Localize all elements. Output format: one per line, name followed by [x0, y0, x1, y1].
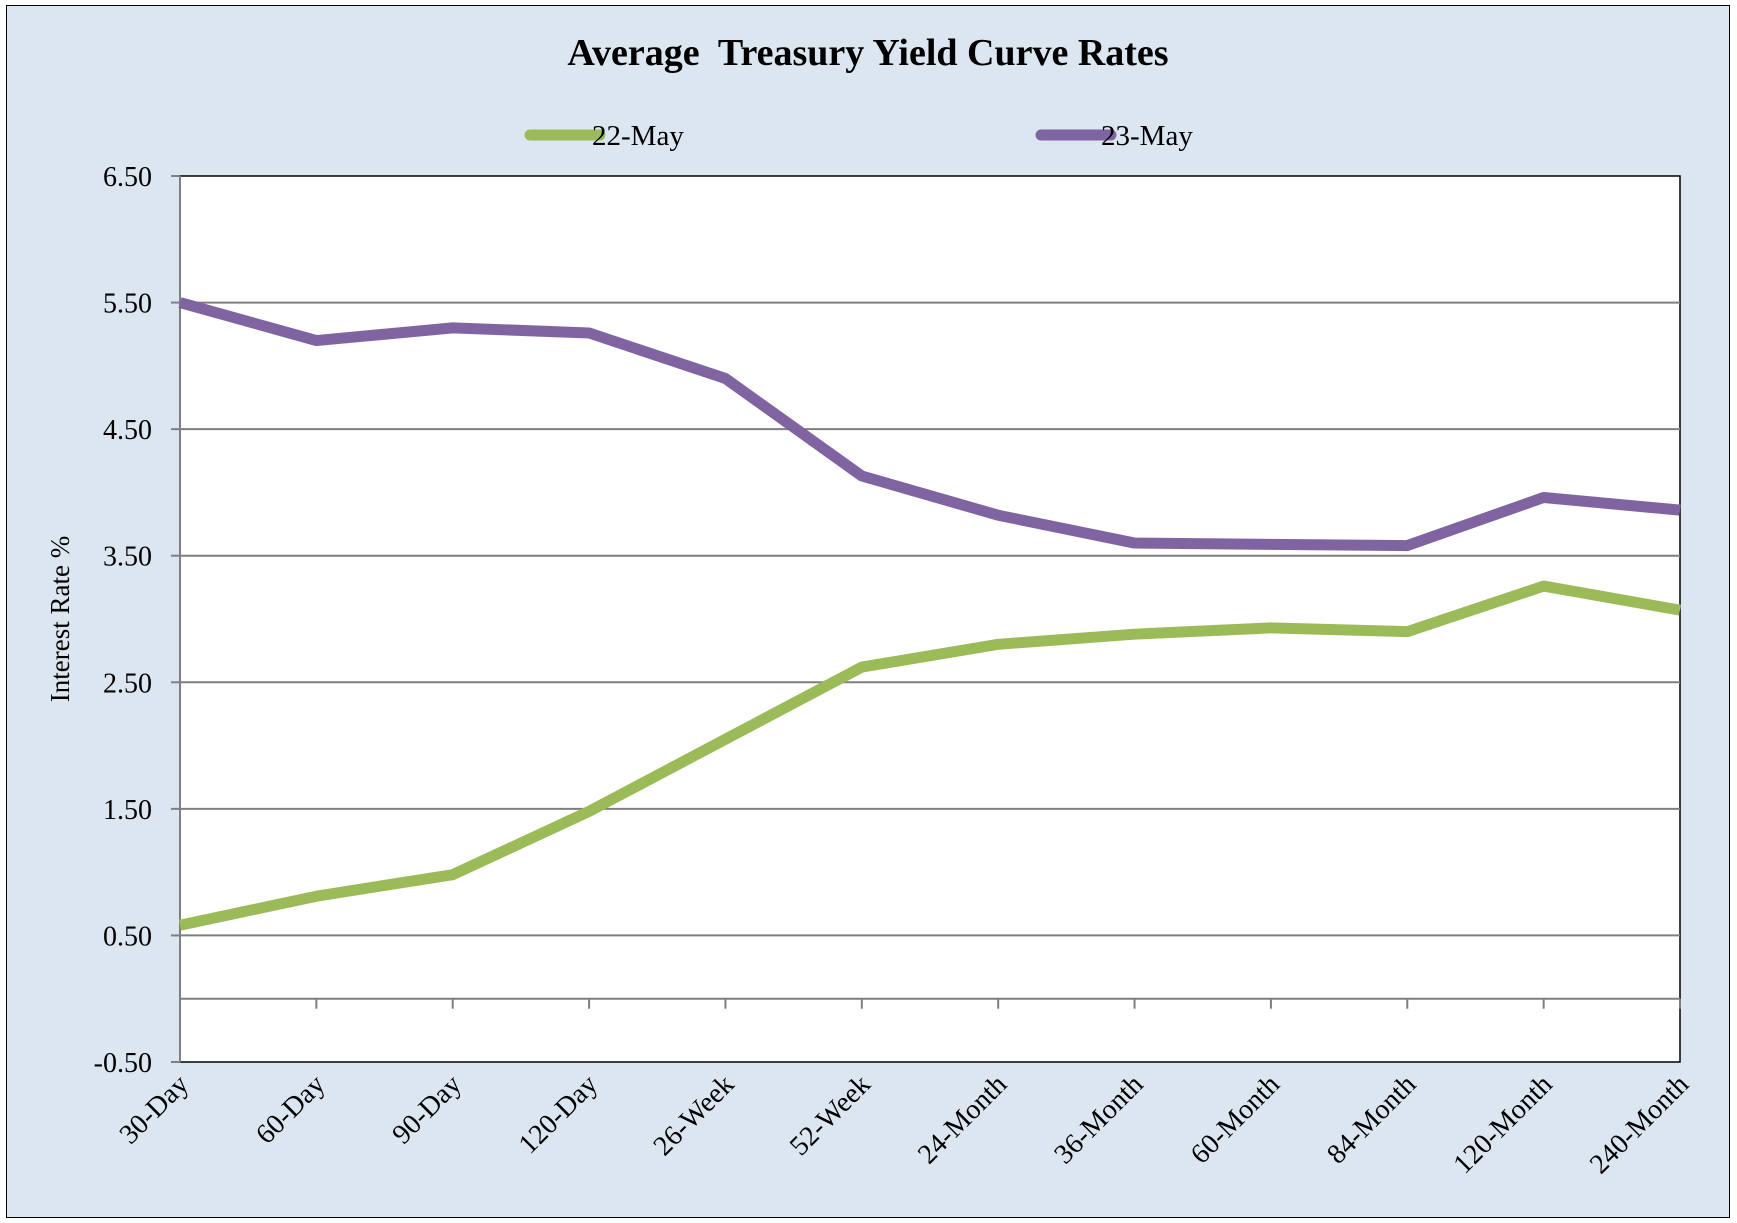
legend: 22-May 23-May	[524, 120, 1193, 152]
x-tick-label: 84-Month	[1321, 1069, 1422, 1170]
y-axis-label: Interest Rate %	[45, 536, 75, 702]
y-tick-label: 0.50	[103, 921, 152, 952]
x-tick-label: 120-Month	[1448, 1069, 1559, 1180]
x-tick-label: 60-Day	[250, 1069, 331, 1150]
y-tick-label: 1.50	[103, 795, 152, 826]
chart-title: Average Treasury Yield Curve Rates	[567, 32, 1168, 74]
y-tick-label: 3.50	[103, 542, 152, 573]
y-tick-label: -0.50	[94, 1048, 152, 1079]
y-tick-label: 6.50	[103, 162, 152, 193]
legend-item: 22-May	[524, 120, 684, 152]
x-tick-label: 120-Day	[513, 1069, 604, 1160]
x-tick-label: 24-Month	[912, 1069, 1013, 1170]
legend-label: 22-May	[592, 120, 684, 152]
y-tick-label: 2.50	[103, 668, 152, 699]
x-tick-label: 36-Month	[1048, 1069, 1149, 1170]
x-tick-label: 52-Week	[784, 1069, 877, 1162]
legend-label: 23-May	[1101, 120, 1193, 152]
gridlines	[180, 301, 1680, 1000]
series-lines	[178, 297, 1681, 931]
y-tick-labels: 6.50 5.50 4.50 3.50 2.50 1.50 0.50 -0.50	[94, 162, 152, 1079]
x-tick-label: 26-Week	[648, 1069, 741, 1162]
y-tick-label: 5.50	[103, 289, 152, 320]
x-tick-label: 240-Month	[1584, 1069, 1695, 1180]
axes	[171, 175, 1681, 1063]
x-tick-label: 90-Day	[386, 1069, 467, 1150]
legend-item: 23-May	[1035, 120, 1193, 152]
y-tick-label: 4.50	[103, 415, 152, 446]
x-tick-labels: 30-Day 60-Day 90-Day 120-Day 26-Week 52-Week 2…	[114, 1069, 1695, 1180]
x-tick-label: 60-Month	[1185, 1069, 1286, 1170]
x-tick-label: 30-Day	[114, 1069, 195, 1150]
series-line-22-may	[178, 580, 1681, 931]
series-line-23-may	[178, 297, 1681, 552]
